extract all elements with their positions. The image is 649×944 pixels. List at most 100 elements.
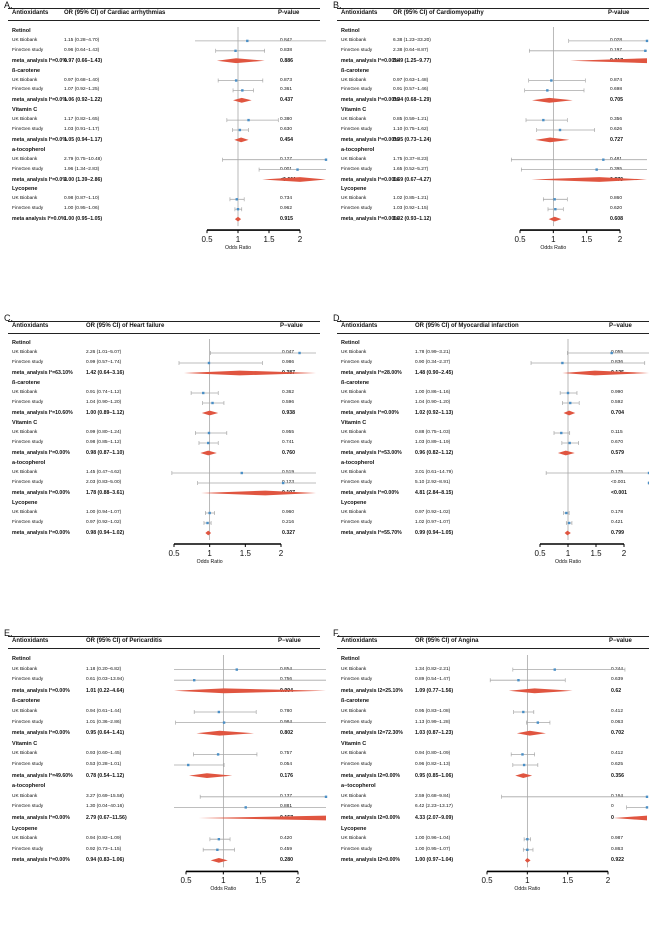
panel-label: C. xyxy=(4,313,13,323)
group-header: Retinol xyxy=(333,654,649,664)
study-name: meta_analysis I²=49.60% xyxy=(12,772,73,779)
study-row: UK Biobank 0.94 (0.80–1.09) 0.412 xyxy=(333,749,649,759)
group-name: ß-carotene xyxy=(341,67,370,74)
or-ci-value: 1.75 (0.37–8.23) xyxy=(393,156,429,162)
or-ci-value: 1.04 (0.90–1.20) xyxy=(415,400,451,405)
group-header: Vitamin C xyxy=(333,739,649,749)
p-value: 0.157 xyxy=(280,815,293,821)
study-name: FinnGen study xyxy=(341,846,373,852)
or-ci-value: 1.10 (0.75–1.62) xyxy=(393,127,429,132)
or-ci-value: 1.01 (0.22–4.64) xyxy=(86,687,125,694)
group-header: Vitamin C xyxy=(4,418,320,428)
study-name: meta_analysis I²=0.0% xyxy=(12,176,67,183)
meta-analysis-row: meta_analysis I²=0.0% 0.97 (0.66–1.43) 0.8… xyxy=(4,56,320,66)
study-name: meta_analysis I²=0.00% xyxy=(341,97,399,104)
or-ci-value: 1.05 (0.94–1.17) xyxy=(64,136,103,143)
header-or-ci: OR (95% CI) of Pericarditis xyxy=(86,638,163,644)
group-name: a−tocopherol xyxy=(341,783,376,790)
study-name: UK Biobank xyxy=(341,793,367,799)
study-name: FinnGen study xyxy=(12,400,44,405)
p-value: 0.741 xyxy=(282,440,295,445)
p-value: 0.175 xyxy=(611,470,624,475)
study-name: meta_analysis I²=0.00% xyxy=(12,687,70,694)
header-antioxidants: Antioxidants xyxy=(341,638,378,644)
group-name: Lycopene xyxy=(341,825,367,832)
study-row: FinnGen study 0.90 (0.34–2.37) 0.836 xyxy=(333,358,649,368)
study-name: FinnGen study xyxy=(12,677,44,683)
p-value: 0 xyxy=(611,815,614,821)
study-row: UK Biobank 1.17 (0.82–1.65) 0.380 xyxy=(4,115,320,125)
p-value: 0.873 xyxy=(280,77,293,83)
or-ci-value: 3.01 (0.61–14.79) xyxy=(415,470,453,475)
p-value: 0.704 xyxy=(611,410,624,416)
group-name: Lycopene xyxy=(12,825,38,832)
p-value: 0.630 xyxy=(280,127,293,132)
study-name: UK Biobank xyxy=(341,77,367,83)
group-name: Vitamin C xyxy=(341,740,367,747)
or-ci-value: 0.89 (0.54–1.47) xyxy=(415,677,451,683)
header-p-value: P-value xyxy=(608,10,630,16)
study-row: FinnGen study 0.96 (0.64–1.43) 0.838 xyxy=(4,46,320,56)
study-name: FinnGen study xyxy=(12,846,44,852)
group-header: Lycopene xyxy=(4,498,320,508)
study-name: UK Biobank xyxy=(341,470,367,475)
study-row: UK Biobank 1.45 (0.47–4.62) 0.519 xyxy=(4,468,320,478)
or-ci-value: 0.97 (0.66–1.43) xyxy=(64,57,103,64)
study-row: FinnGen study 1.13 (0.99–1.28) 0.063 xyxy=(333,718,649,728)
study-name: FinnGen study xyxy=(341,480,373,485)
meta-analysis-row: meta_analysis I2=72.30% 1.03 (0.87–1.23) 0… xyxy=(333,728,649,738)
group-name: Vitamin C xyxy=(341,420,367,426)
group-name: Vitamin C xyxy=(341,107,367,114)
header-antioxidants: Antioxidants xyxy=(12,10,49,16)
group-name: Vitamin C xyxy=(12,420,38,426)
or-ci-value: 1.00 (0.97–1.04) xyxy=(415,857,454,864)
header-p-value: P-value xyxy=(278,10,300,16)
study-row: UK Biobank 1.75 (0.37–8.23) 0.481 xyxy=(333,155,649,165)
study-name: UK Biobank xyxy=(12,709,38,714)
group-header: Retinol xyxy=(333,338,649,348)
or-ci-value: 1.00 (0.96–1.04) xyxy=(415,836,451,842)
study-row: UK Biobank 2.26 (1.01–5.07) 0.047 xyxy=(4,348,320,358)
meta-analysis-row: meta_analysis I2=0.00% 4.33 (2.07–9.09) 0 xyxy=(333,813,649,823)
p-value: 0.519 xyxy=(282,470,295,475)
or-ci-value: 1.02 (0.92–1.13) xyxy=(415,410,454,416)
or-ci-value: 0.96 (0.82–1.12) xyxy=(415,450,454,456)
group-header: a-tocopherol xyxy=(333,458,649,468)
group-name: a-tocopherol xyxy=(12,146,46,153)
p-value: 0.756 xyxy=(280,677,293,683)
meta-analysis-row: meta_analysis I²=0.00% 0.95 (0.73–1.24) 0.… xyxy=(333,135,649,145)
study-row: FinnGen study 0.92 (0.73–1.15) 0.459 xyxy=(4,845,320,855)
p-value: 0.836 xyxy=(611,360,624,365)
study-name: meta_analysis I²=0.00% xyxy=(341,490,399,496)
meta-analysis-row: meta_analysis I²=49.60% 0.78 (0.54–1.12) 0… xyxy=(4,771,320,781)
study-name: UK Biobank xyxy=(341,430,367,435)
p-value: 0.579 xyxy=(611,450,624,456)
p-value: 0.123 xyxy=(282,480,295,485)
group-header: ß-carotene xyxy=(333,696,649,706)
header-antioxidants: Antioxidants xyxy=(12,323,49,329)
group-header: Lycopene xyxy=(333,184,649,194)
study-name: meta_analysis I²=55.70% xyxy=(341,530,402,536)
p-value: 0.380 xyxy=(280,117,293,123)
study-name: FinnGen study xyxy=(341,87,373,93)
or-ci-value: 1.04 (0.90–1.20) xyxy=(86,400,122,405)
or-ci-value: 1.00 (0.95–1.06) xyxy=(64,206,100,212)
or-ci-value: 0.94 (0.61–1.44) xyxy=(86,709,122,714)
or-ci-value: 1.96 (1.34–2.83) xyxy=(64,166,100,172)
study-name: meta_analysis I²=0.00% xyxy=(12,815,70,821)
p-value: 0.454 xyxy=(280,136,293,143)
header-top-rule xyxy=(337,636,649,637)
or-ci-value: 0.98 (0.87–1.10) xyxy=(64,196,100,202)
or-ci-value: 1.00 (0.95–1.07) xyxy=(415,846,451,852)
study-row: UK Biobank 0.95 (0.83–1.08) 0.412 xyxy=(333,707,649,717)
group-name: a-tocopherol xyxy=(341,460,375,466)
p-value: 0.216 xyxy=(282,520,295,525)
meta-analysis-row: meta_analysis I²=0.00% 0.94 (0.68–1.29) 0.… xyxy=(333,95,649,105)
study-row: FinnGen study 1.10 (0.75–1.62) 0.626 xyxy=(333,125,649,135)
panel-label: E. xyxy=(4,628,13,638)
group-header: Retinol xyxy=(4,338,320,348)
p-value: 0.639 xyxy=(611,677,624,683)
x-tick-label: 0.5 xyxy=(534,549,546,558)
x-axis-label: Odds Ratio xyxy=(196,559,223,565)
study-name: FinnGen study xyxy=(341,804,373,810)
